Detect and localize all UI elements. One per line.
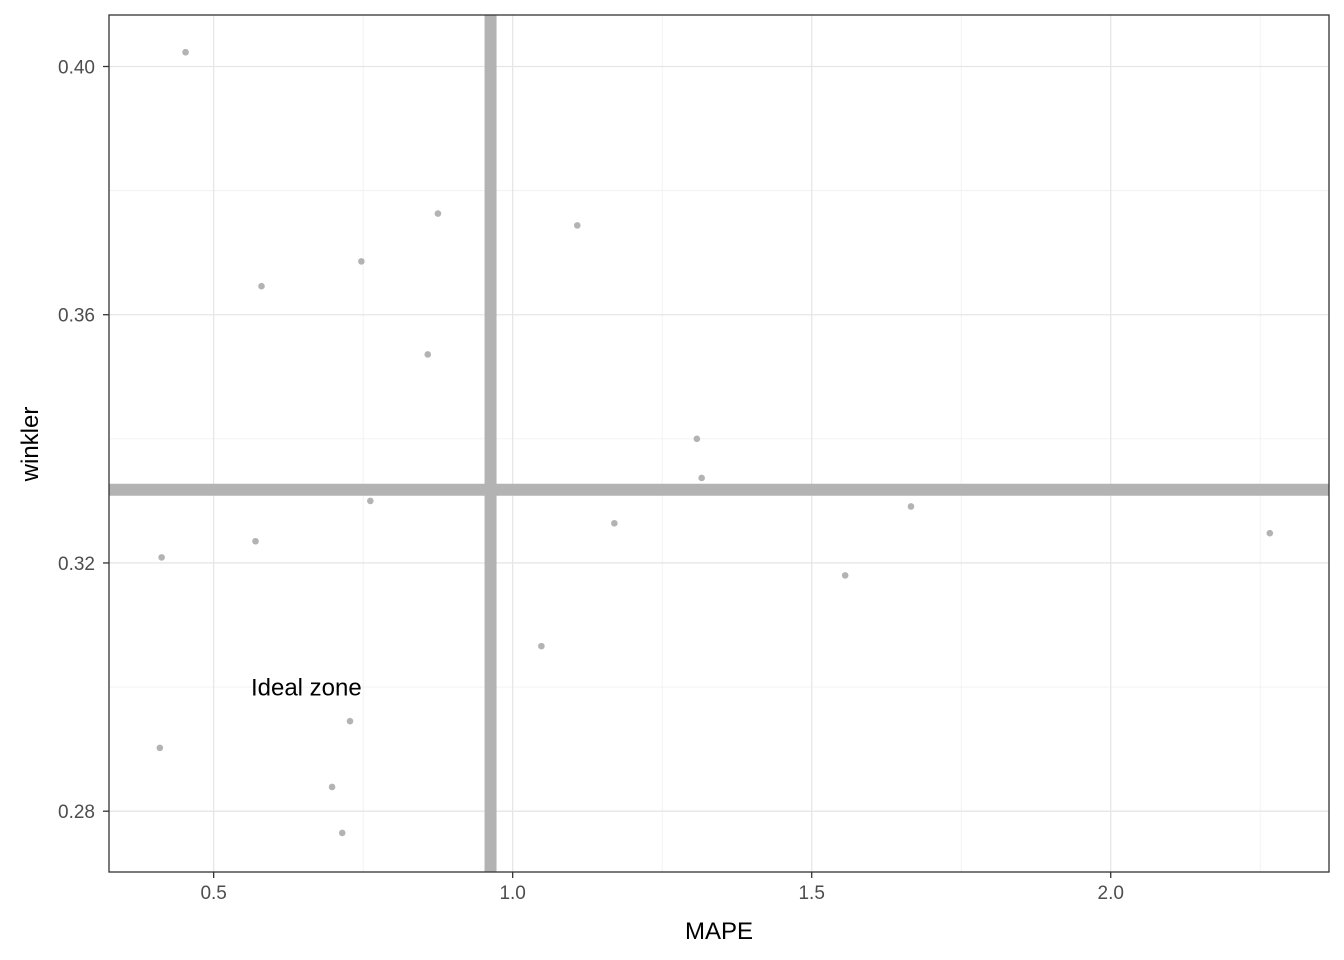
data-point: [346, 717, 354, 725]
data-point: [693, 435, 701, 443]
y-tick-label: 0.28: [58, 802, 95, 823]
minor-gridlines: [109, 15, 1329, 872]
data-point: [573, 222, 581, 229]
data-point: [698, 474, 705, 482]
plot-panel-border: [108, 14, 1330, 873]
data-point: [841, 572, 849, 579]
x-tick-label: 1.0: [499, 883, 525, 904]
y-axis: 0.28 0.32 0.36 0.40: [58, 58, 109, 823]
data-point: [907, 503, 915, 510]
data-point: [434, 210, 442, 217]
data-point: [538, 642, 545, 650]
data-point: [258, 282, 265, 290]
reference-lines: [109, 15, 1329, 872]
data-point: [182, 48, 189, 56]
y-tick-label: 0.36: [58, 306, 95, 327]
data-point: [358, 258, 365, 265]
y-tick-label: 0.32: [58, 554, 95, 575]
x-tick-label: 0.5: [200, 883, 226, 904]
y-axis-title: winkler: [17, 407, 44, 483]
x-tick-label: 1.5: [798, 883, 824, 904]
data-point: [424, 351, 432, 358]
data-point: [1266, 529, 1274, 537]
data-point: [338, 829, 346, 837]
data-point: [367, 497, 374, 505]
data-point: [328, 783, 336, 791]
data-point: [158, 554, 165, 561]
x-axis: 0.5 1.0 1.5 2.0: [200, 872, 1124, 904]
data-points: [156, 48, 1274, 837]
data-point: [611, 519, 618, 527]
data-point: [156, 744, 164, 752]
major-gridlines: [109, 15, 1329, 872]
annotation-ideal-zone: Ideal zone: [251, 674, 362, 701]
data-point: [252, 537, 259, 545]
x-tick-label: 2.0: [1098, 883, 1124, 904]
y-tick-label: 0.40: [58, 58, 95, 79]
x-axis-title: MAPE: [685, 918, 753, 945]
